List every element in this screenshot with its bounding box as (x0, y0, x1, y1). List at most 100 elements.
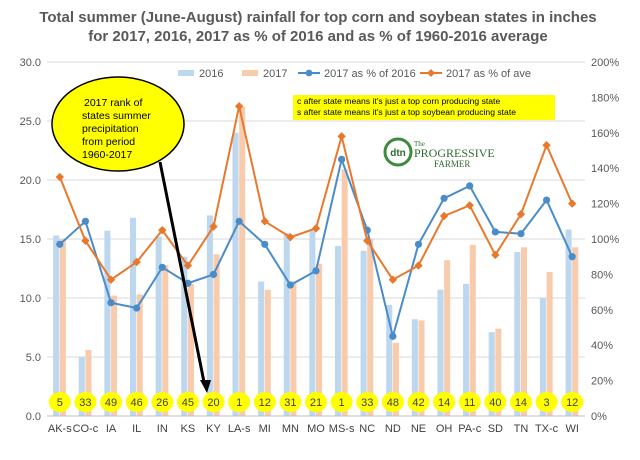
point-2017-as-of-2016 (542, 196, 551, 204)
rank-label: 12 (566, 397, 578, 409)
point-2017-as-of-ave (132, 257, 141, 267)
category-label: IA (106, 423, 117, 435)
point-2017-as-of-2016 (389, 332, 397, 340)
point-2017-as-of-ave (414, 261, 423, 270)
point-2017-as-of-ave (542, 140, 551, 150)
point-2017-as-of-2016 (107, 299, 115, 307)
category-label: WI (565, 423, 578, 435)
legend-marker (427, 69, 435, 77)
bar-2016 (258, 281, 265, 416)
point-2017-as-of-2016 (235, 217, 243, 225)
category-label: IL (132, 423, 141, 435)
bar-2017 (239, 106, 246, 416)
rank-label: 12 (259, 397, 271, 409)
left-tick-label: 10.0 (20, 293, 41, 305)
point-2017-as-of-ave (55, 172, 65, 182)
chart-title-line-2: for 2017, 2016, 2017 as % of 2016 and as… (88, 28, 547, 45)
bar-2017 (85, 349, 92, 416)
bar-2016 (539, 298, 546, 416)
rank-label: 14 (515, 397, 527, 409)
rank-label: 1 (236, 397, 242, 409)
axes-layer: 0.0 5.0 10.0 15.0 20.0 25.0 30.0 0% 20% 40% 60% 80%… (20, 57, 620, 435)
point-2017-as-of-ave (567, 199, 577, 208)
legend-label: 2017 as % of 2016 (324, 68, 416, 80)
callout-bubble (51, 76, 185, 172)
rank-label: 45 (182, 397, 194, 409)
category-label: OH (436, 423, 453, 435)
category-label: NC (359, 423, 375, 435)
point-2017-as-of-2016 (517, 230, 525, 238)
category-label: MO (307, 423, 325, 435)
point-2017-as-of-ave (363, 236, 372, 245)
rank-badge (125, 392, 148, 412)
rank-badge (176, 392, 199, 412)
right-tick-label: 140% (591, 163, 619, 175)
category-label: SD (488, 423, 503, 435)
point-2017-as-of-2016 (491, 228, 499, 236)
bar-2017 (572, 247, 579, 416)
legend-swatch (242, 70, 258, 76)
bar-2017 (495, 328, 502, 416)
bar-2016 (411, 319, 418, 416)
point-2017-as-of-2016 (440, 194, 448, 202)
rank-label: 1 (339, 397, 345, 409)
rank-badge (228, 392, 251, 412)
right-tick-label: 180% (591, 92, 619, 104)
callout-text: 2017 rank of (84, 97, 142, 109)
rank-label: 3 (544, 397, 550, 409)
left-tick-label: 25.0 (20, 116, 41, 128)
legend-label: 2017 (263, 68, 287, 80)
rank-badge (100, 392, 123, 412)
rank-label: 5 (57, 397, 63, 409)
logo-line-1: The (414, 140, 425, 148)
point-2017-as-of-2016 (56, 240, 64, 248)
point-2017-as-of-2016 (338, 155, 346, 163)
callout-text: 1960-2017 (82, 149, 132, 161)
rank-badge (484, 392, 507, 412)
bar-2016 (155, 236, 162, 416)
category-label: MN (282, 423, 299, 435)
bar-2017 (316, 263, 323, 416)
rank-label: 11 (464, 397, 475, 409)
bar-2016 (386, 305, 393, 416)
category-label: CO-c (73, 423, 99, 435)
note-box (293, 95, 555, 120)
category-label: AK-s (48, 423, 72, 435)
rank-badge (253, 392, 276, 412)
bar-2016 (53, 235, 60, 416)
left-tick-label: 30.0 (20, 57, 41, 69)
rank-badge (202, 392, 225, 412)
point-2017-as-of-ave (286, 233, 295, 242)
callout-text: states summer (82, 110, 151, 122)
category-label: TX-c (535, 423, 559, 435)
point-2017-as-of-ave (209, 222, 218, 231)
bar-2017 (341, 169, 348, 416)
point-2017-as-of-2016 (261, 240, 269, 248)
category-label: IN (157, 423, 168, 435)
right-tick-label: 160% (591, 128, 619, 140)
bar-2017 (367, 239, 374, 416)
bar-2016 (334, 246, 342, 416)
legend-marker (305, 69, 313, 77)
point-2017-as-of-ave (106, 275, 116, 284)
point-2017-as-of-ave (439, 211, 449, 221)
left-tick-label: 20.0 (20, 175, 41, 187)
bar-2017 (290, 281, 297, 416)
rank-label: 33 (361, 397, 373, 409)
right-tick-label: 40% (591, 340, 613, 352)
rank-label: 14 (438, 397, 450, 409)
rank-label: 20 (207, 397, 219, 409)
rank-badge (561, 392, 584, 412)
category-label: TN (514, 423, 529, 435)
rank-label: 46 (131, 397, 143, 409)
point-2017-as-of-ave (465, 201, 474, 210)
bar-2016 (283, 233, 290, 416)
bar-2016 (488, 332, 495, 416)
logo-badge-text: dtn (390, 148, 406, 159)
point-2017-as-of-ave (491, 250, 500, 260)
bar-2017 (111, 295, 118, 416)
logo-line-2: PROGRESSIVE (414, 146, 495, 160)
rank-label: 21 (310, 397, 322, 409)
bar-2016 (104, 230, 111, 416)
category-label: MI (259, 423, 271, 435)
